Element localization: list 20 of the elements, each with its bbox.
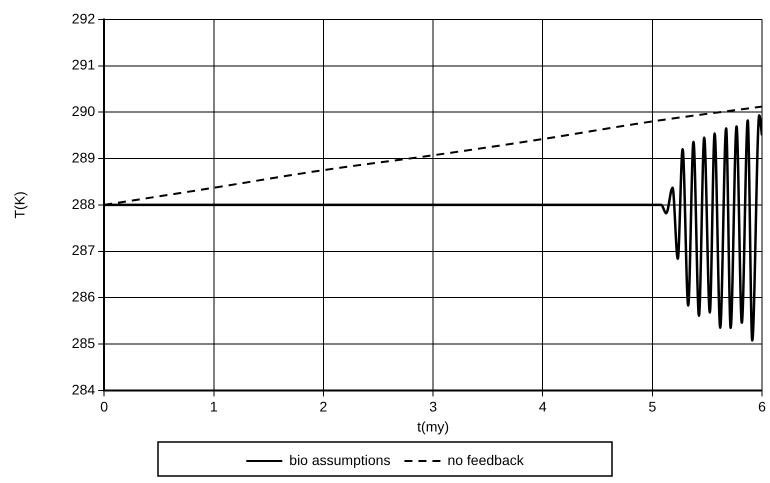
legend-label: no feedback	[447, 452, 525, 468]
y-tick-label: 289	[72, 149, 96, 166]
y-axis-title: T(K)	[11, 191, 28, 219]
y-tick-label: 288	[72, 196, 96, 212]
x-tick-label: 2	[320, 398, 328, 415]
x-tick-label: 4	[538, 398, 547, 415]
y-tick-label: 292	[72, 10, 96, 26]
x-tick-label: 3	[429, 398, 438, 415]
x-axis-title: t(my)	[417, 418, 450, 434]
legend-label: bio assumptions	[289, 452, 390, 468]
y-tick-label: 286	[72, 288, 96, 305]
y-tick-label: 285	[72, 334, 96, 351]
x-tick-label: 0	[100, 398, 108, 415]
y-tick-label: 291	[72, 56, 96, 73]
y-tick-label: 287	[72, 242, 96, 258]
y-tick-label: 284	[72, 381, 96, 398]
y-tick-label: 290	[72, 103, 96, 120]
x-tick-label: 5	[648, 398, 656, 415]
x-tick-label: 1	[210, 398, 218, 415]
x-tick-label: 6	[758, 398, 766, 415]
